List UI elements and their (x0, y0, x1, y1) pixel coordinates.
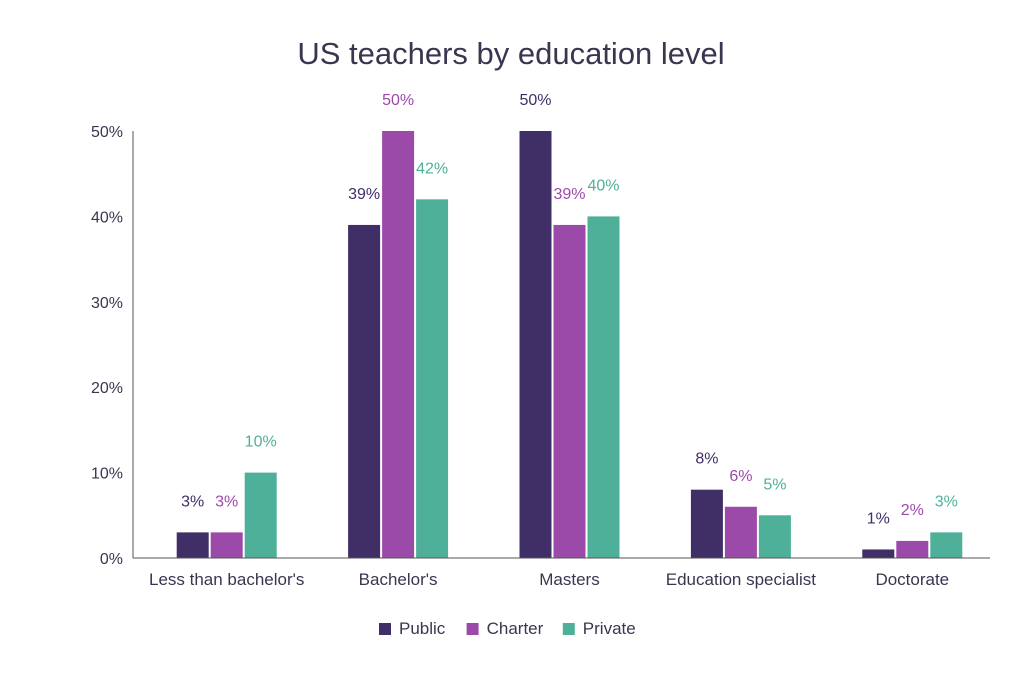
bar-public-0 (176, 532, 209, 558)
y-tick-label: 50% (91, 124, 123, 141)
bar-public-4 (862, 549, 895, 558)
bar-charter-2 (553, 224, 586, 558)
data-label-public-0: 3% (181, 493, 204, 510)
bar-public-1 (348, 224, 381, 558)
data-label-charter-3: 6% (729, 468, 752, 485)
x-axis: Less than bachelor's Bachelor's Masters Edu… (133, 557, 990, 589)
x-category-label: Bachelor's (359, 570, 438, 589)
y-axis: 0% 10% 20% 30% 40% 50% (91, 124, 134, 568)
legend-label-private: Private (583, 619, 636, 638)
data-label-private-1: 42% (416, 160, 448, 177)
legend-swatch-public (379, 623, 391, 635)
bar-private-0 (244, 472, 277, 558)
bar-charter-3 (724, 506, 757, 558)
bar-private-4 (930, 532, 963, 558)
x-category-label: Education specialist (666, 570, 817, 589)
data-label-charter-0: 3% (215, 493, 238, 510)
data-labels: 3% 3%10%39%50%42%50%39%40%8%6%5%1%2%3% (181, 92, 958, 527)
legend-label-public: Public (399, 619, 446, 638)
data-label-private-0: 10% (245, 434, 277, 451)
x-category-label: Doctorate (875, 570, 949, 589)
y-tick-label: 20% (91, 380, 123, 397)
y-tick-label: 0% (100, 551, 123, 568)
data-label-private-3: 5% (763, 476, 786, 493)
data-label-private-4: 3% (935, 493, 958, 510)
data-label-private-2: 40% (587, 177, 619, 194)
chart-title: US teachers by education level (297, 36, 724, 71)
x-category-label: Less than bachelor's (149, 570, 304, 589)
legend-swatch-charter (466, 623, 479, 635)
y-tick-label: 10% (91, 466, 123, 483)
bar-private-1 (416, 199, 449, 558)
y-tick-label: 30% (91, 295, 123, 312)
x-category-label: Masters (539, 570, 599, 589)
legend-swatch-private (562, 623, 575, 635)
bar-charter-1 (382, 131, 415, 558)
data-label-charter-2: 39% (553, 186, 585, 203)
legend-label-charter: Charter (487, 619, 544, 638)
legend: Public Charter Private (379, 619, 636, 638)
bar-public-2 (519, 131, 552, 558)
data-label-public-2: 50% (519, 92, 551, 109)
bars (176, 131, 963, 558)
bar-charter-4 (896, 540, 929, 558)
data-label-charter-4: 2% (901, 502, 924, 519)
y-tick-label: 40% (91, 209, 123, 226)
data-label-public-1: 39% (348, 186, 380, 203)
data-label-public-3: 8% (695, 451, 718, 468)
bar-private-2 (587, 216, 620, 558)
data-label-public-4: 1% (867, 510, 890, 527)
bar-charter-0 (210, 532, 243, 558)
bar-public-3 (690, 489, 723, 558)
data-label-charter-1: 50% (382, 92, 414, 109)
bar-private-3 (758, 515, 791, 558)
